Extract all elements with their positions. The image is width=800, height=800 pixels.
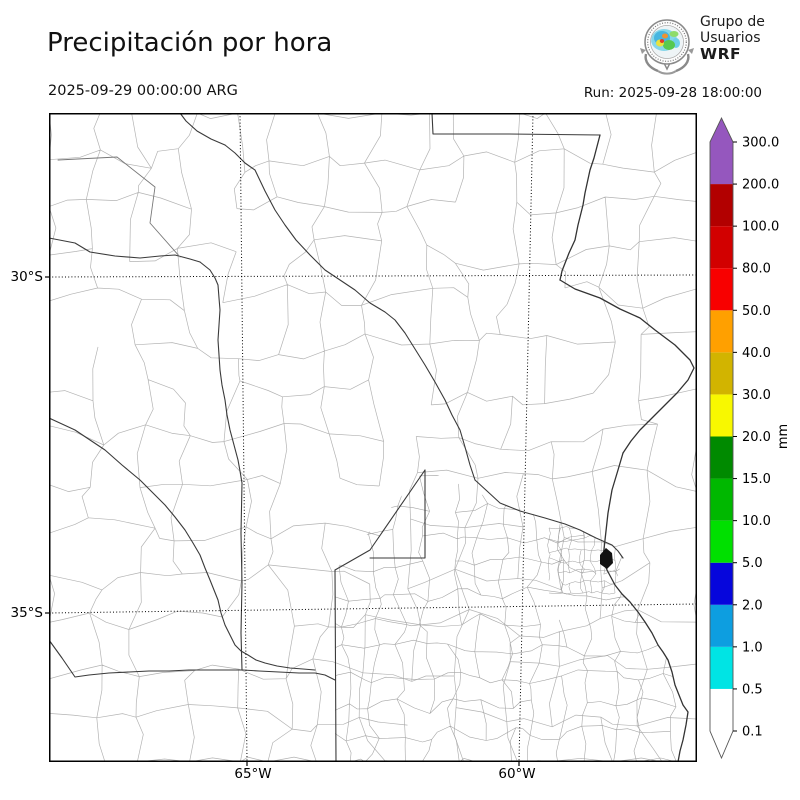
- parana-delta-line: [559, 279, 695, 454]
- colorbar-segment: [710, 436, 733, 479]
- province-line: [334, 469, 426, 571]
- colorbar-tick-label: 20.0: [742, 430, 771, 445]
- colorbar-segment: [710, 226, 733, 269]
- logo-line-2: Usuarios: [700, 29, 761, 46]
- colorbar-segment: [710, 604, 733, 647]
- province-line: [199, 261, 243, 671]
- colorbar-tick-label: 15.0: [742, 472, 771, 487]
- colorbar-segment: [710, 394, 733, 437]
- logo-line-3: WRF: [700, 45, 742, 64]
- colorbar-segment: [710, 520, 733, 563]
- boundary-mesh-path: [49, 113, 697, 762]
- lon-label-60w: 60°W: [498, 766, 536, 782]
- colorbar-tick-label: 10.0: [742, 514, 771, 529]
- lat-label-30s: 30°S: [10, 269, 44, 285]
- colorbar-over-arrow: [710, 118, 733, 142]
- province-line: [57, 156, 181, 258]
- logo-text: Grupo de Usuarios WRF: [700, 14, 765, 64]
- page-title: Precipitación por hora: [47, 28, 333, 58]
- precipitation-colorbar: 300.0 200.0 100.0 80.0 50.0 40.0 30.0 20.0 15.0 1…: [709, 116, 791, 760]
- colorbar-segment: [710, 184, 733, 227]
- map-frame: [49, 113, 697, 762]
- gba-dense-mesh: [547, 526, 617, 595]
- colorbar-segment: [710, 142, 733, 185]
- colorbar-tick-label: 300.0: [742, 136, 779, 151]
- province-line: [179, 113, 226, 146]
- province-line: [431, 113, 601, 136]
- run-time-label: Run: 2025-09-28 18:00:00: [583, 85, 762, 101]
- colorbar-tick-label: 1.0: [742, 640, 763, 655]
- colorbar-segment: [710, 646, 733, 689]
- colorbar-tick-label: 2.0: [742, 598, 763, 613]
- map-canvas: [45, 113, 697, 766]
- colorbar-segment: [710, 352, 733, 395]
- colorbar-segment: [710, 688, 733, 731]
- longitude-65W-gridline: [239, 113, 248, 762]
- colorbar-under-arrow: [710, 731, 733, 758]
- province-line: [49, 417, 316, 671]
- logo-line-1: Grupo de: [700, 14, 765, 30]
- colorbar-tick-label: 0.5: [742, 682, 763, 697]
- colorbar-tick-label: 0.1: [742, 725, 763, 740]
- colorbar-segment: [710, 268, 733, 311]
- colorbar-tick-label: 50.0: [742, 304, 771, 319]
- parana-river-line: [559, 134, 601, 281]
- longitude-60W-gridline: [518, 113, 534, 762]
- rio-de-la-plata-coastline: [602, 452, 689, 762]
- graticule-lines: [49, 113, 697, 762]
- boundary-mesh-path: [547, 526, 617, 595]
- colorbar-unit-label: mm: [776, 424, 791, 449]
- colorbar-tick-label: 100.0: [742, 220, 779, 235]
- department-boundaries-mesh: [49, 113, 697, 762]
- buenos-aires-city-area: [600, 548, 613, 569]
- colorbar-segment: [710, 562, 733, 605]
- colorbar-tick-label: 30.0: [742, 388, 771, 403]
- province-line: [224, 144, 476, 481]
- axis-ticks: [45, 276, 520, 766]
- colorbar-segment: [710, 478, 733, 521]
- valid-time-label: 2025-09-29 00:00:00 ARG: [48, 83, 238, 99]
- latitude-30S-gridline: [49, 274, 697, 278]
- province-line: [49, 639, 336, 681]
- latitude-35S-gridline: [49, 603, 697, 614]
- province-line: [334, 569, 337, 762]
- colorbar-tick-label: 5.0: [742, 556, 763, 571]
- colorbar-segment: [710, 310, 733, 353]
- province-line: [369, 469, 426, 559]
- wrf-logo-icon: [640, 19, 694, 75]
- province-line: [474, 479, 624, 559]
- province-boundaries: [49, 113, 695, 762]
- lat-label-35s: 35°S: [10, 605, 44, 621]
- province-line: [49, 237, 201, 263]
- colorbar-tick-label: 200.0: [742, 178, 779, 193]
- colorbar-tick-label: 40.0: [742, 346, 771, 361]
- colorbar-tick-label: 80.0: [742, 262, 771, 277]
- lon-label-65w: 65°W: [234, 766, 272, 782]
